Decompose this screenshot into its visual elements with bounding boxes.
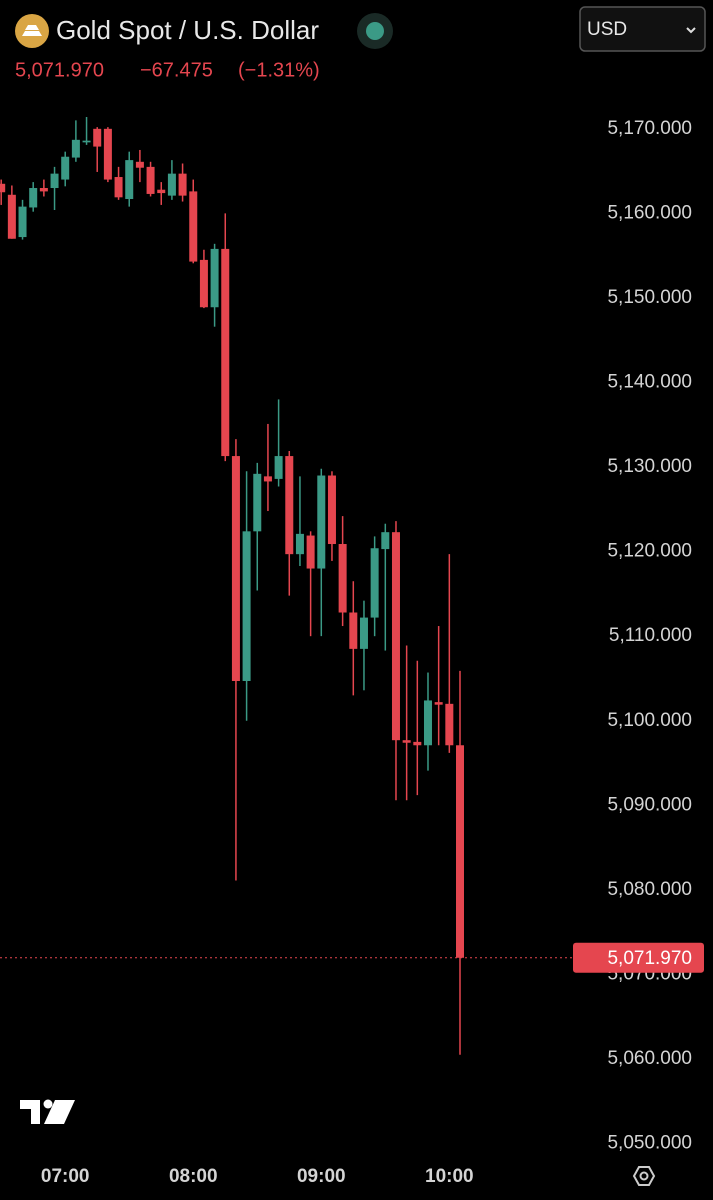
candle-body xyxy=(381,532,390,550)
logo-part xyxy=(43,1099,53,1109)
candle-body xyxy=(93,128,102,147)
dropdown-arrow xyxy=(686,27,696,34)
candle-body xyxy=(413,741,422,746)
candle-body xyxy=(285,456,294,555)
currency-label: USD xyxy=(587,19,627,40)
candle-body xyxy=(317,475,326,569)
candle-body xyxy=(391,532,400,741)
y-tick-label: 5,140.000 xyxy=(607,372,692,393)
candle-body xyxy=(146,166,155,194)
y-tick-label: 5,150.000 xyxy=(607,287,692,308)
y-tick-label: 5,100.000 xyxy=(607,710,692,731)
candle-body xyxy=(434,702,443,705)
tradingview-logo xyxy=(20,1099,75,1124)
candle-body xyxy=(39,188,48,192)
candle-body xyxy=(157,189,166,194)
x-tick-label: 07:00 xyxy=(41,1166,90,1187)
y-tick-label: 5,080.000 xyxy=(607,879,692,900)
candle-body xyxy=(50,173,59,189)
candle-body xyxy=(167,173,176,196)
candle-body xyxy=(61,156,70,180)
candle-body xyxy=(349,612,358,649)
candle-body xyxy=(221,248,230,457)
plot-area: 5,050.0005,060.0005,070.0005,080.0005,09… xyxy=(0,116,704,1187)
last-price-tag-label: 5,071.970 xyxy=(607,948,692,969)
candle-body xyxy=(253,473,262,532)
candle-body xyxy=(125,160,134,200)
candle-body xyxy=(82,140,91,143)
candle-body xyxy=(0,183,6,193)
candle-body xyxy=(370,548,379,618)
candle-body xyxy=(199,259,208,308)
candle-body xyxy=(456,745,464,958)
candle-body xyxy=(327,475,336,545)
x-tick-label: 10:00 xyxy=(425,1166,474,1187)
candle-body xyxy=(135,161,144,168)
candle-body xyxy=(306,535,315,569)
gold-bars-icon xyxy=(22,25,42,36)
candle-body xyxy=(114,177,123,198)
candle-body xyxy=(263,476,272,482)
price-change: −67.475 xyxy=(140,59,213,81)
candle-body xyxy=(274,456,283,479)
y-tick-label: 5,170.000 xyxy=(607,118,692,139)
candle-body xyxy=(71,139,80,158)
candle-body xyxy=(338,544,347,613)
settings-icon-center xyxy=(639,1171,649,1181)
candle-body xyxy=(189,191,198,262)
market-status-dot xyxy=(366,22,384,40)
logo-part xyxy=(20,1100,40,1124)
last-price-tag xyxy=(573,942,704,973)
settings-icon[interactable] xyxy=(632,1166,656,1186)
y-tick-label: 5,090.000 xyxy=(607,794,692,815)
price-change-percent: (−1.31%) xyxy=(238,59,320,81)
candle-body xyxy=(445,703,454,746)
symbol-title: Gold Spot / U.S. Dollar xyxy=(56,15,319,45)
x-tick-label: 08:00 xyxy=(169,1166,218,1187)
candle-body xyxy=(29,188,38,208)
candle-body xyxy=(402,740,411,743)
candle-body xyxy=(242,531,251,682)
currency-select[interactable] xyxy=(579,6,706,52)
logo-part xyxy=(44,1100,75,1124)
candle-body xyxy=(423,700,432,746)
y-tick-label: 5,160.000 xyxy=(607,202,692,223)
y-tick-label: 5,110.000 xyxy=(609,625,692,646)
last-price: 5,071.970 xyxy=(15,59,104,81)
candle-body xyxy=(178,173,187,196)
x-tick-label: 09:00 xyxy=(297,1166,346,1187)
y-tick-label: 5,120.000 xyxy=(607,541,692,562)
candle-body xyxy=(295,533,304,555)
candle-body xyxy=(7,194,16,239)
candle-body xyxy=(359,617,368,649)
y-tick-label: 5,060.000 xyxy=(607,1048,692,1069)
candle-body xyxy=(103,128,112,180)
candle-body xyxy=(18,206,27,238)
y-tick-label: 5,130.000 xyxy=(607,456,692,477)
settings-button[interactable] xyxy=(632,1166,656,1186)
y-tick-label: 5,050.000 xyxy=(607,1133,692,1154)
candle-body xyxy=(231,456,240,682)
candle-body xyxy=(210,248,219,308)
